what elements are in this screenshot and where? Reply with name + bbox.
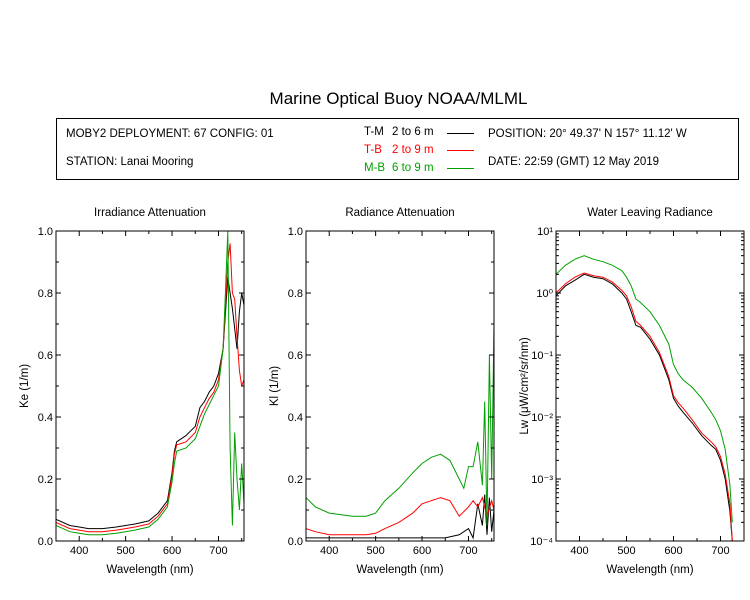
legend-code-t-m: T-M [364, 126, 384, 138]
x-tick-label: 500 [617, 545, 635, 557]
y-tick-label: 0.4 [288, 412, 303, 424]
x-tick-label: 700 [209, 545, 227, 557]
x-axis-label: Wavelength (nm) [356, 564, 443, 576]
y-tick-label: 0.0 [38, 536, 53, 548]
y-tick-label: 10¹ [537, 226, 553, 238]
series-line-t-b [306, 496, 494, 536]
y-axis-label: Lw (μW/cm²/sr/nm) [519, 337, 531, 435]
y-tick-label: 0.6 [288, 350, 303, 362]
x-tick-label: 400 [70, 545, 88, 557]
chart-main-title: Marine Optical Buoy NOAA/MLML [269, 89, 528, 108]
legend-range-m-b: 6 to 9 m [392, 162, 434, 174]
chart-title: Irradiance Attenuation [94, 207, 206, 219]
x-tick-label: 500 [116, 545, 134, 557]
series-line-t-m [556, 273, 733, 541]
y-tick-label: 10⁻⁴ [530, 536, 553, 548]
legend-range-t-b: 2 to 9 m [392, 144, 434, 156]
x-tick-label: 600 [163, 545, 181, 557]
series-line-t-m [306, 494, 494, 540]
series-line-m-b [56, 231, 244, 536]
y-tick-label: 1.0 [288, 226, 303, 238]
chart-panel-1: Irradiance Attenuation 400 500 600 700 0.0 0.2… [19, 207, 245, 576]
legend-code-t-b: T-B [364, 144, 382, 156]
y-tick-label: 0.2 [288, 474, 303, 486]
series-line-t-b [56, 243, 244, 533]
x-tick-label: 400 [570, 545, 588, 557]
x-axis-label: Wavelength (nm) [606, 564, 693, 576]
x-tick-label: 500 [366, 545, 384, 557]
y-axis-label: Kl (1/m) [269, 366, 281, 406]
y-tick-label: 0.8 [38, 288, 53, 300]
legend-line-m-b [447, 168, 474, 169]
x-axis-label: Wavelength (nm) [106, 564, 193, 576]
series-line-t-m [56, 277, 244, 530]
y-tick-label: 10⁻¹ [531, 350, 553, 362]
legend-code-m-b: M-B [364, 162, 386, 174]
chart-panel-3: Water Leaving Radiance 400 500 600 700 10⁻⁴ 10… [519, 207, 745, 576]
chart-panel-2: Radiance Attenuation 400 500 600 700 0.0 0.2 0.… [269, 207, 495, 576]
plot-frame [305, 230, 495, 542]
chart-title: Water Leaving Radiance [587, 207, 713, 219]
deployment-text: MOBY2 DEPLOYMENT: 67 CONFIG: 01 [66, 128, 274, 140]
series-line-m-b [556, 255, 733, 523]
y-tick-label: 10⁻³ [531, 474, 553, 486]
legend-line-t-b [447, 150, 474, 151]
y-tick-label: 0.2 [38, 474, 53, 486]
y-tick-label: 10⁻² [531, 412, 553, 424]
plot-frame [555, 230, 745, 542]
deployment-info-box: MOBY2 DEPLOYMENT: 67 CONFIG: 01 STATION:… [56, 118, 739, 180]
y-tick-label: 0.8 [288, 288, 303, 300]
y-tick-label: 0.0 [288, 536, 303, 548]
y-tick-label: 0.4 [38, 412, 53, 424]
series-line-t-b [556, 272, 733, 541]
x-tick-label: 600 [664, 545, 682, 557]
position-text: POSITION: 20° 49.37' N 157° 11.12' W [488, 128, 687, 140]
y-axis-label: Ke (1/m) [19, 364, 31, 408]
series-line-m-b [306, 323, 494, 526]
legend-line-t-m [447, 133, 474, 134]
y-tick-label: 1.0 [38, 226, 53, 238]
legend-range-t-m: 2 to 6 m [392, 126, 434, 138]
y-tick-label: 10⁰ [536, 288, 553, 300]
station-text: STATION: Lanai Mooring [66, 156, 194, 168]
x-tick-label: 700 [711, 545, 729, 557]
x-tick-label: 700 [459, 545, 477, 557]
chart-title: Radiance Attenuation [345, 207, 454, 219]
y-tick-label: 0.6 [38, 350, 53, 362]
date-text: DATE: 22:59 (GMT) 12 May 2019 [488, 156, 660, 168]
x-tick-label: 400 [320, 545, 338, 557]
x-tick-label: 600 [413, 545, 431, 557]
